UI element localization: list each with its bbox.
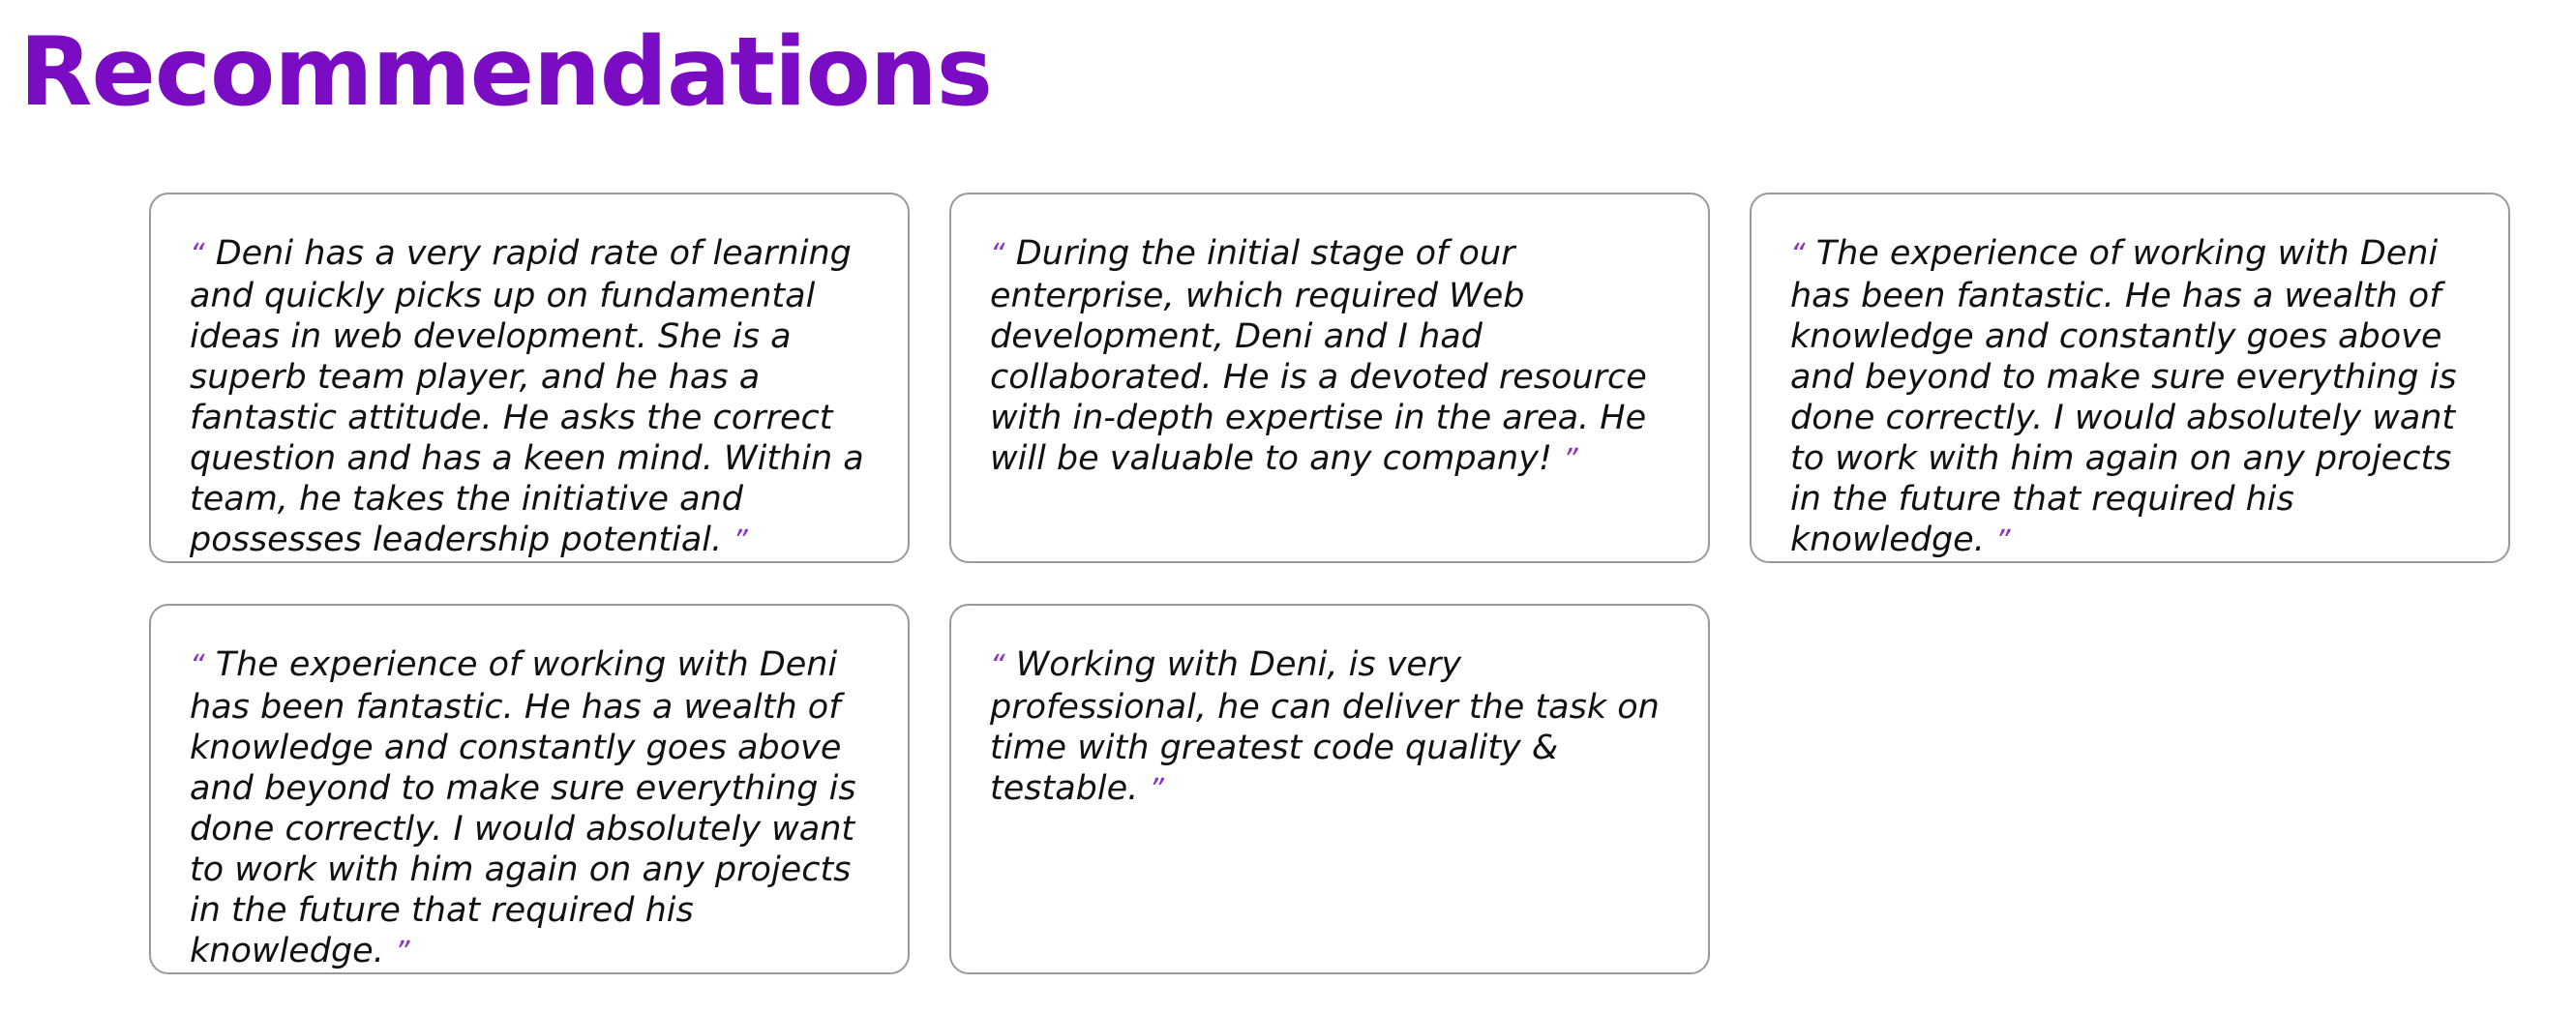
recommendations-grid: “ Deni has a very rapid rate of learning… <box>149 193 2510 974</box>
recommendation-card: “ Working with Deni, is very professiona… <box>949 604 1710 974</box>
recommendation-text: “ The experience of working with Deni ha… <box>1790 233 2470 561</box>
open-quote-icon: “ <box>1790 238 1806 272</box>
recommendation-card: “ During the initial stage of our enterp… <box>949 193 1710 563</box>
recommendation-body: The experience of working with Deni has … <box>1790 234 2457 559</box>
recommendation-card: “ The experience of working with Deni ha… <box>149 604 910 974</box>
page-title: Recommendations <box>19 17 993 128</box>
close-quote-icon: ” <box>733 524 748 558</box>
recommendation-body: During the initial stage of our enterpri… <box>990 234 1647 478</box>
open-quote-icon: “ <box>190 649 205 683</box>
recommendation-text: “ Deni has a very rapid rate of learning… <box>190 233 869 561</box>
open-quote-icon: “ <box>190 238 205 272</box>
close-quote-icon: ” <box>1994 524 2011 558</box>
recommendation-body: Working with Deni, is very professional,… <box>990 645 1660 808</box>
recommendation-body: Deni has a very rapid rate of learning a… <box>190 234 864 559</box>
close-quote-icon: ” <box>1149 773 1164 807</box>
recommendation-card: “ The experience of working with Deni ha… <box>1750 193 2510 563</box>
recommendation-text: “ Working with Deni, is very professiona… <box>990 644 1669 811</box>
recommendation-body: The experience of working with Deni has … <box>190 645 856 970</box>
close-quote-icon: ” <box>1563 443 1578 477</box>
recommendation-text: “ The experience of working with Deni ha… <box>190 644 869 972</box>
recommendation-text: “ During the initial stage of our enterp… <box>990 233 1669 481</box>
close-quote-icon: ” <box>394 936 410 969</box>
open-quote-icon: “ <box>990 238 1005 272</box>
recommendation-card: “ Deni has a very rapid rate of learning… <box>149 193 910 563</box>
open-quote-icon: “ <box>990 649 1005 683</box>
